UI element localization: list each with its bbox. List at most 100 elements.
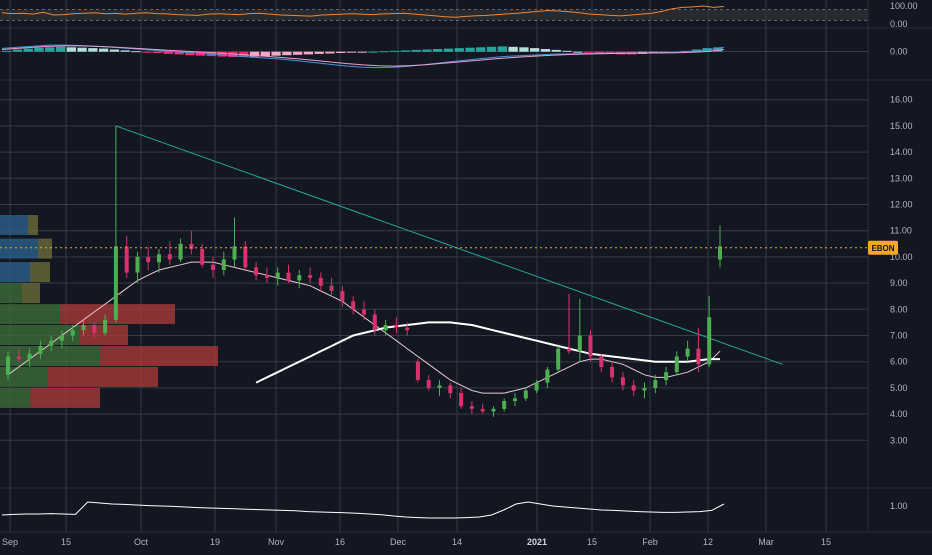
macd-histogram-bar[interactable] [583, 51, 594, 53]
macd-histogram-bar[interactable] [109, 49, 120, 52]
candle-body[interactable] [103, 319, 108, 333]
candle-body[interactable] [232, 246, 237, 260]
macd-histogram-bar[interactable] [454, 48, 464, 52]
candle-body[interactable] [49, 340, 54, 346]
macd-line[interactable] [1, 45, 725, 67]
macd-histogram-bar[interactable] [486, 46, 497, 52]
macd-histogram-bar[interactable] [249, 51, 260, 57]
candle-body[interactable] [157, 254, 161, 263]
macd-histogram-bar[interactable] [55, 46, 66, 52]
candle-body[interactable] [718, 246, 722, 260]
macd-histogram-bar[interactable] [433, 49, 443, 52]
macd-histogram-bar[interactable] [443, 48, 454, 52]
moving-average-long[interactable] [255, 321, 720, 384]
macd-histogram-bar[interactable] [142, 51, 152, 53]
macd-histogram-bar[interactable] [185, 51, 195, 56]
macd-histogram-bar[interactable] [12, 49, 23, 52]
candle-body[interactable] [264, 275, 269, 278]
candle-body[interactable] [631, 385, 636, 391]
candle-body[interactable] [167, 254, 172, 260]
candle-body[interactable] [480, 408, 485, 412]
macd-histogram-bar[interactable] [562, 50, 572, 52]
macd-histogram-bar[interactable] [519, 47, 529, 52]
oscillator-line[interactable] [1, 5, 725, 18]
macd-histogram-bar[interactable] [497, 46, 507, 52]
macd-histogram-bar[interactable] [379, 51, 389, 53]
candle-body[interactable] [664, 372, 669, 381]
macd-histogram-bar[interactable] [465, 47, 475, 52]
candle-body[interactable] [610, 366, 615, 378]
macd-histogram-bar[interactable] [120, 50, 130, 52]
candle-body[interactable] [405, 327, 410, 331]
candle-body[interactable] [178, 243, 183, 260]
candle-body[interactable] [653, 380, 658, 388]
macd-histogram-bar[interactable] [346, 51, 357, 53]
candle-body[interactable] [200, 249, 205, 265]
candle-body[interactable] [81, 325, 86, 331]
candle-body[interactable] [286, 272, 291, 281]
candle-body[interactable] [513, 398, 517, 401]
candle-body[interactable] [545, 369, 550, 383]
macd-histogram-bar[interactable] [23, 48, 33, 52]
candle-body[interactable] [362, 309, 366, 315]
candle-body[interactable] [459, 393, 464, 407]
macd-histogram-bar[interactable] [314, 51, 324, 54]
candle-body[interactable] [254, 267, 259, 276]
macd-histogram-bar[interactable] [217, 51, 227, 57]
macd-histogram-bar[interactable] [389, 50, 400, 52]
macd-histogram-bar[interactable] [368, 51, 378, 53]
candle-body[interactable] [27, 353, 32, 359]
macd-histogram-bar[interactable] [293, 51, 303, 55]
macd-histogram-bar[interactable] [174, 51, 184, 55]
candle-body[interactable] [135, 256, 140, 273]
macd-histogram-bar[interactable] [411, 49, 421, 52]
macd-histogram-bar[interactable] [325, 51, 335, 54]
macd-histogram-bar[interactable] [422, 49, 432, 52]
macd-histogram-bar[interactable] [45, 47, 55, 52]
candle-body[interactable] [6, 356, 10, 375]
macd-line[interactable] [1, 44, 725, 69]
candle-body[interactable] [567, 348, 571, 352]
candle-body[interactable] [534, 382, 539, 391]
candle-body[interactable] [113, 246, 118, 320]
macd-histogram-bar[interactable] [713, 47, 723, 52]
candle-body[interactable] [38, 346, 43, 354]
candle-body[interactable] [92, 325, 97, 333]
candle-body[interactable] [426, 380, 431, 388]
macd-histogram-bar[interactable] [34, 47, 44, 52]
candle-body[interactable] [620, 377, 625, 386]
candle-body[interactable] [372, 314, 377, 331]
macd-histogram-bar[interactable] [400, 50, 410, 52]
macd-histogram-bar[interactable] [152, 51, 163, 53]
candle-body[interactable] [308, 275, 313, 278]
candle-body[interactable] [556, 348, 561, 370]
candle-body[interactable] [448, 385, 453, 394]
candle-body[interactable] [211, 264, 215, 270]
macd-histogram-bar[interactable] [594, 51, 604, 54]
macd-histogram-bar[interactable] [540, 49, 551, 52]
macd-histogram-bar[interactable] [573, 51, 583, 53]
candle-body[interactable] [469, 406, 474, 409]
macd-histogram-bar[interactable] [99, 48, 109, 52]
macd-histogram-bar[interactable] [508, 46, 518, 52]
candle-body[interactable] [340, 291, 345, 302]
macd-histogram-bar[interactable] [66, 47, 76, 52]
candle-body[interactable] [124, 246, 129, 273]
candle-body[interactable] [297, 275, 302, 281]
volatility-line[interactable] [1, 501, 725, 519]
symbol-tag[interactable] [868, 240, 898, 255]
candle-body[interactable] [146, 256, 151, 263]
candle-body[interactable] [523, 390, 528, 399]
macd-histogram-bar[interactable] [271, 51, 281, 56]
macd-histogram-bar[interactable] [2, 50, 12, 52]
candle-body[interactable] [577, 335, 582, 352]
trendline[interactable] [115, 125, 783, 365]
macd-histogram-bar[interactable] [530, 48, 540, 52]
candle-body[interactable] [502, 401, 507, 409]
macd-histogram-bar[interactable] [357, 51, 367, 53]
candle-body[interactable] [696, 348, 701, 365]
macd-histogram-bar[interactable] [303, 51, 313, 55]
candle-body[interactable] [394, 325, 399, 328]
candle-body[interactable] [318, 277, 323, 286]
